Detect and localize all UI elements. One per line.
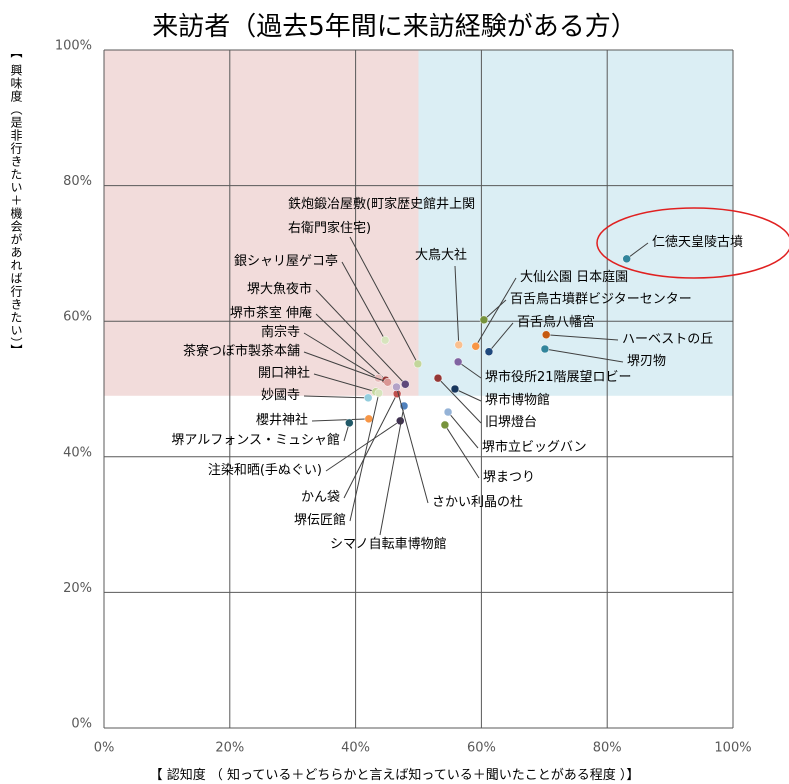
leader-line	[454, 388, 482, 402]
point-label: 百舌鳥八幡宮	[517, 315, 596, 330]
y-tick-label: 40%	[63, 445, 92, 460]
y-tick-label: 60%	[63, 310, 92, 325]
point	[471, 342, 480, 351]
x-axis-label: 【 認知度 （ 知っている＋どちらかと言えば知っている＋聞いたことがある程度 ）…	[149, 768, 640, 783]
y-tick-label: 80%	[63, 174, 92, 189]
point	[364, 414, 374, 424]
point-label: 堺市役所21階展望ロビー	[485, 370, 632, 385]
leader-line	[303, 395, 369, 399]
point	[479, 315, 489, 325]
point-label: 銀シャリ屋ゲコ亭	[233, 254, 338, 269]
point-label: 仁徳天皇陵古墳	[652, 235, 744, 250]
point	[622, 254, 631, 264]
leader-line	[315, 289, 406, 385]
y-tick-label: 0%	[71, 717, 92, 732]
leader-line	[444, 424, 480, 479]
leader-line	[396, 386, 429, 504]
y-tick-label: 20%	[63, 581, 92, 596]
point-label: 櫻井神社	[255, 413, 308, 428]
point-label: さかい利晶の杜	[432, 495, 524, 510]
leader-line	[311, 418, 369, 422]
x-tick-label: 60%	[467, 741, 496, 756]
point-label: 注染和晒(手ぬぐい)	[207, 463, 322, 478]
point-label: 堺まつり	[483, 470, 536, 485]
point-label: 堺市博物館	[485, 393, 551, 408]
point-label: 堺伝匠館	[293, 513, 346, 528]
leader-line	[343, 393, 398, 499]
point-label: 堺大魚夜市	[246, 282, 312, 297]
leader-line	[313, 373, 376, 393]
chart-title: 来訪者（過去5年間に来訪経験がある方）	[152, 12, 637, 42]
point-label: 鉄炮鍛冶屋敷(町家歴史館井上関右衛門家住宅)	[288, 197, 476, 236]
point	[454, 340, 464, 350]
leader-line	[349, 392, 380, 522]
leader-line	[454, 265, 460, 345]
point	[401, 380, 410, 389]
y-tick-label: 100%	[55, 39, 92, 54]
x-tick-label: 100%	[714, 741, 751, 756]
point-label: 百舌鳥古墳群ビジターセンター	[510, 292, 692, 307]
x-tick-label: 80%	[593, 741, 622, 756]
point-label: 開口神社	[257, 366, 310, 381]
point	[433, 373, 443, 383]
point-label: ハーベストの丘	[622, 332, 714, 347]
point	[374, 388, 384, 398]
leader-line	[379, 405, 405, 536]
point-label: 大鳥大社	[414, 248, 468, 263]
point	[413, 359, 423, 369]
point	[383, 377, 392, 387]
leader-line	[544, 348, 624, 363]
leader-line	[626, 242, 649, 260]
point-label: シマノ自転車博物館	[330, 537, 447, 552]
x-tick-label: 40%	[341, 741, 370, 756]
leader-line	[488, 322, 514, 353]
leader-line	[303, 332, 379, 379]
point	[440, 420, 450, 430]
leader-line	[303, 351, 388, 383]
point-label: 旧堺燈台	[485, 415, 538, 430]
point-label: 茶寮つぼ市製茶本舗	[182, 344, 300, 359]
point	[345, 418, 354, 428]
point-label: 堺市立ビッグバン	[482, 440, 587, 455]
leader-line	[325, 420, 401, 472]
leader-line	[349, 236, 419, 365]
x-tick-label: 0%	[94, 741, 115, 756]
highlight-ellipse	[596, 207, 789, 279]
point	[392, 382, 401, 392]
leader-line	[483, 299, 507, 321]
point	[373, 373, 383, 383]
leader-line	[475, 277, 517, 347]
point	[380, 335, 390, 345]
point	[541, 330, 551, 340]
point-label: 妙國寺	[260, 388, 300, 403]
point	[484, 347, 494, 356]
x-tick-label: 20%	[215, 741, 244, 756]
point	[363, 393, 373, 403]
point-label: 堺刃物	[627, 354, 667, 369]
leader-line	[437, 377, 482, 424]
leader-line	[447, 411, 479, 449]
y-axis-label: 【 興味度（是非行きたい＋機会があれば行きたい）】	[9, 46, 23, 357]
quadrant-shade	[418, 50, 733, 396]
point-label: かん袋	[300, 490, 340, 505]
point	[443, 407, 453, 417]
leader-line	[341, 261, 386, 341]
leader-line	[457, 361, 482, 379]
point	[450, 384, 460, 394]
point	[453, 357, 463, 367]
point-label: 堺市茶室 伸庵	[229, 306, 312, 321]
point-label: 南宗寺	[260, 325, 300, 340]
quadrant-shade	[104, 50, 419, 396]
leader-line	[315, 313, 387, 381]
point-label: 大仙公園 日本庭園	[520, 270, 629, 285]
point-label: 堺アルフォンス・ミュシャ館	[171, 433, 340, 448]
point	[540, 344, 550, 354]
leader-line	[546, 334, 619, 341]
